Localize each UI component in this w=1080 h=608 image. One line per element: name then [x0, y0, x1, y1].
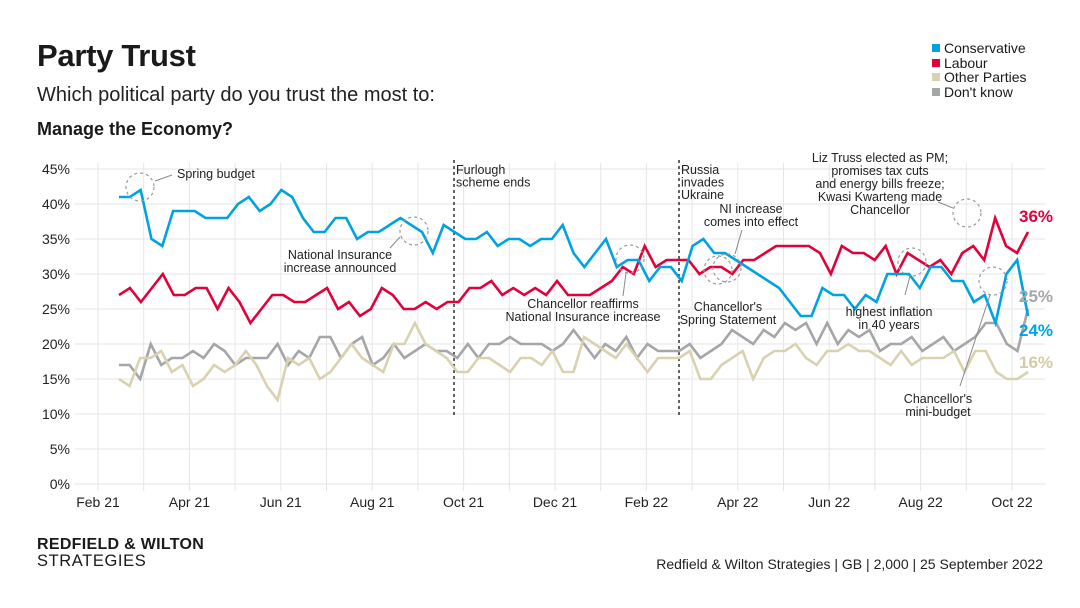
series-line-labour	[118, 213, 1030, 326]
chart-title: Party Trust	[37, 38, 196, 73]
series-line-other-parties	[118, 320, 1029, 403]
x-tick-label: Apr 22	[717, 494, 758, 510]
x-tick-label: Oct 21	[443, 494, 484, 510]
y-tick-label: 0%	[50, 476, 70, 492]
annotation-circle	[125, 172, 155, 202]
annotation-circle	[615, 244, 645, 274]
annotation-label: Liz Truss elected as PM;	[812, 151, 948, 165]
x-tick-label: Feb 22	[625, 494, 669, 510]
annotation-label: Chancellor reaffirms	[527, 297, 639, 311]
annotation-label: Chancellor	[850, 203, 910, 217]
x-tick-label: Feb 21	[76, 494, 120, 510]
x-tick-label: Dec 21	[533, 494, 578, 510]
annotation-label: increase announced	[284, 261, 397, 275]
annotation-circle	[703, 255, 733, 285]
legend-swatch-dont-know	[932, 87, 940, 96]
y-tick-label: 35%	[42, 231, 70, 247]
y-tick-label: 15%	[42, 371, 70, 387]
annotation-label: comes into effect	[704, 215, 799, 229]
event-label: Russia	[681, 163, 719, 177]
series-line-conservative	[119, 187, 1030, 328]
legend-swatch-labour	[932, 58, 940, 67]
x-axis-ticks: Feb 21 Apr 21 Jun 21 Aug 21 Oct 21 Dec 21 Feb …	[76, 494, 1033, 510]
y-tick-label: 10%	[42, 406, 70, 422]
end-label-other-parties: 16%	[1019, 353, 1053, 372]
x-tick-label: Aug 21	[350, 494, 395, 510]
x-tick-label: Aug 22	[898, 494, 943, 510]
event-label: invades	[681, 176, 724, 190]
annotation-leader	[734, 229, 743, 255]
annotation-label: promises tax cuts	[831, 164, 928, 178]
x-tick-label: Jun 22	[808, 494, 850, 510]
annotation-leader	[904, 275, 911, 296]
annotation-label: Chancellor's	[694, 300, 762, 314]
legend-label: Don't know	[944, 83, 1013, 100]
legend-item-other-parties: Other Parties	[932, 70, 1026, 85]
y-tick-label: 5%	[50, 441, 70, 457]
logo-line1: REDFIELD & WILTON	[37, 536, 205, 553]
legend-item-dont-know: Don't know	[932, 83, 1026, 100]
source-note: Redfield & Wilton Strategies | GB | 2,00…	[656, 556, 1043, 572]
annotation-label: National Insurance	[288, 248, 392, 262]
y-tick-label: 20%	[42, 336, 70, 352]
annotation-label: and energy bills freeze;	[815, 177, 944, 191]
annotation-leader	[389, 236, 401, 249]
logo: REDFIELD & WILTON STRATEGIES	[37, 536, 204, 570]
annotation-circle	[399, 216, 429, 246]
legend-item-labour: Labour	[932, 54, 1026, 71]
annotations: Spring budget National Insuranceincrease …	[125, 151, 1008, 419]
annotation-label: NI increase	[719, 202, 782, 216]
legend-label: Labour	[944, 54, 988, 71]
x-tick-label: Apr 21	[169, 494, 210, 510]
annotation-circle	[897, 247, 927, 277]
end-labels: 36% 25% 24% 16%	[1019, 207, 1053, 372]
annotation-leader	[154, 174, 173, 182]
end-label-labour: 36%	[1019, 207, 1053, 226]
y-tick-label: 25%	[42, 301, 70, 317]
end-label-don-t-know: 25%	[1019, 287, 1053, 306]
annotation-label: mini-budget	[905, 405, 971, 419]
y-axis-ticks: 0% 5% 10% 15% 20% 25% 30% 35% 40% 45%	[42, 161, 70, 492]
annotation-label: in 40 years	[858, 318, 919, 332]
annotation-leader	[959, 294, 991, 387]
legend-label: Other Parties	[944, 69, 1027, 85]
annotation-label: Spring Statement	[680, 313, 777, 327]
annotation-circle	[712, 253, 742, 283]
annotation-circle	[952, 198, 982, 228]
event-label: scheme ends	[456, 176, 530, 190]
y-tick-label: 30%	[42, 266, 70, 282]
annotation-leader	[937, 201, 954, 209]
series-lines	[118, 187, 1030, 403]
annotation-label: highest inflation	[846, 305, 933, 319]
legend-swatch-other-parties	[932, 73, 940, 82]
event-label: Ukraine	[681, 188, 724, 202]
legend: Conservative Labour Other Parties Don't …	[932, 41, 1026, 99]
end-label-conservative: 24%	[1019, 321, 1053, 340]
annotation-label: Spring budget	[177, 167, 255, 181]
x-tick-label: Oct 22	[991, 494, 1032, 510]
annotation-label: Kwasi Kwarteng made	[818, 190, 942, 204]
annotation-label: National Insurance increase	[506, 310, 661, 324]
series-line-don-t-know	[119, 308, 1030, 382]
annotation-leader	[622, 272, 627, 297]
chart-subtitle: Which political party do you trust the m…	[37, 84, 435, 106]
x-tick-label: Jun 21	[260, 494, 302, 510]
y-tick-label: 45%	[42, 161, 70, 177]
legend-label: Conservative	[944, 40, 1026, 56]
y-tick-label: 40%	[42, 196, 70, 212]
annotation-circle	[978, 266, 1008, 296]
event-label: Furlough	[456, 163, 505, 177]
legend-swatch-conservative	[932, 44, 940, 53]
annotation-label: Chancellor's	[904, 392, 972, 406]
gridlines	[75, 163, 1045, 491]
logo-line2: STRATEGIES	[37, 552, 147, 570]
chart-question: Manage the Economy?	[37, 119, 234, 139]
legend-item-conservative: Conservative	[932, 41, 1026, 56]
